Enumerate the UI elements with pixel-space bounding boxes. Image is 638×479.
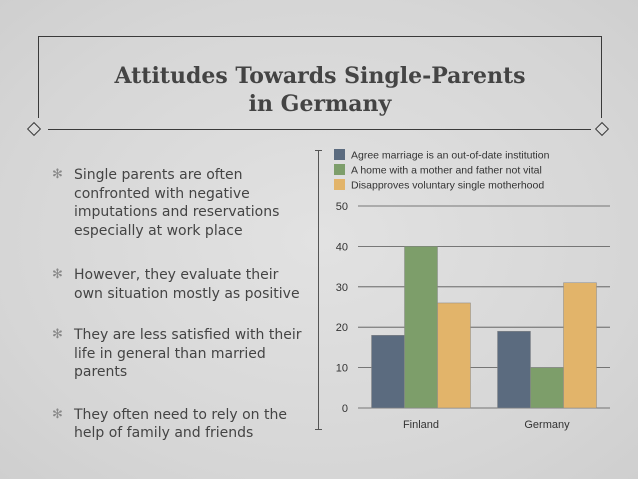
bullet-item: ✻ Single parents are often confronted wi… — [50, 166, 310, 240]
bullet-text: They are less satisfied with their life … — [74, 327, 302, 380]
frame-left-line — [38, 36, 39, 118]
frame-bottom-line — [48, 129, 591, 130]
asterisk-bullet-icon: ✻ — [52, 327, 63, 342]
x-tick-label: Germany — [524, 419, 570, 431]
legend-swatch — [334, 179, 345, 190]
column-divider — [315, 150, 322, 430]
bullet-text: Single parents are often confronted with… — [74, 167, 280, 239]
legend-label: Disapproves voluntary single motherhood — [351, 180, 544, 192]
y-tick-label: 20 — [336, 322, 348, 334]
bullet-item: ✻ They often need to rely on the help of… — [50, 406, 310, 443]
bar-germany-1 — [530, 367, 564, 409]
title-line-2: in Germany — [248, 91, 392, 117]
asterisk-bullet-icon: ✻ — [52, 167, 63, 182]
y-tick-label: 30 — [336, 282, 348, 294]
bar-finland-0 — [371, 335, 405, 409]
bar-germany-0 — [497, 330, 531, 409]
legend-swatch — [334, 164, 345, 175]
asterisk-bullet-icon: ✻ — [52, 406, 63, 422]
y-tick-label: 10 — [336, 363, 348, 375]
legend-label: A home with a mother and father not vita… — [351, 165, 542, 177]
bullet-list: ✻ Single parents are often confronted wi… — [50, 160, 310, 443]
y-tick-label: 50 — [336, 201, 348, 213]
bar-germany-2 — [563, 282, 597, 409]
legend-swatch — [334, 149, 345, 160]
bar-finland-2 — [437, 302, 471, 409]
legend-label: Agree marriage is an out-of-date institu… — [351, 150, 550, 162]
y-tick-label: 40 — [336, 241, 348, 253]
bullet-text: They often need to rely on the help of f… — [74, 406, 287, 442]
title-line-1: Attitudes Towards Single-Parents — [114, 63, 526, 89]
asterisk-bullet-icon: ✻ — [52, 267, 63, 282]
y-tick-label: 0 — [342, 403, 348, 415]
bullet-item: ✻ They are less satisfied with their lif… — [50, 326, 310, 382]
bar-chart: Agree marriage is an out-of-date institu… — [334, 149, 610, 431]
frame-top-line — [38, 36, 602, 37]
frame-ornament-left-icon — [26, 121, 42, 137]
bar-finland-1 — [404, 246, 438, 409]
bullet-text: However, they evaluate their own situati… — [74, 267, 300, 302]
frame-right-line — [601, 36, 602, 118]
x-tick-label: Finland — [403, 419, 439, 431]
frame-ornament-right-icon — [594, 121, 610, 137]
bullet-item: ✻ However, they evaluate their own situa… — [50, 266, 310, 303]
slide-title: Attitudes Towards Single-Parents in Germ… — [60, 62, 580, 118]
